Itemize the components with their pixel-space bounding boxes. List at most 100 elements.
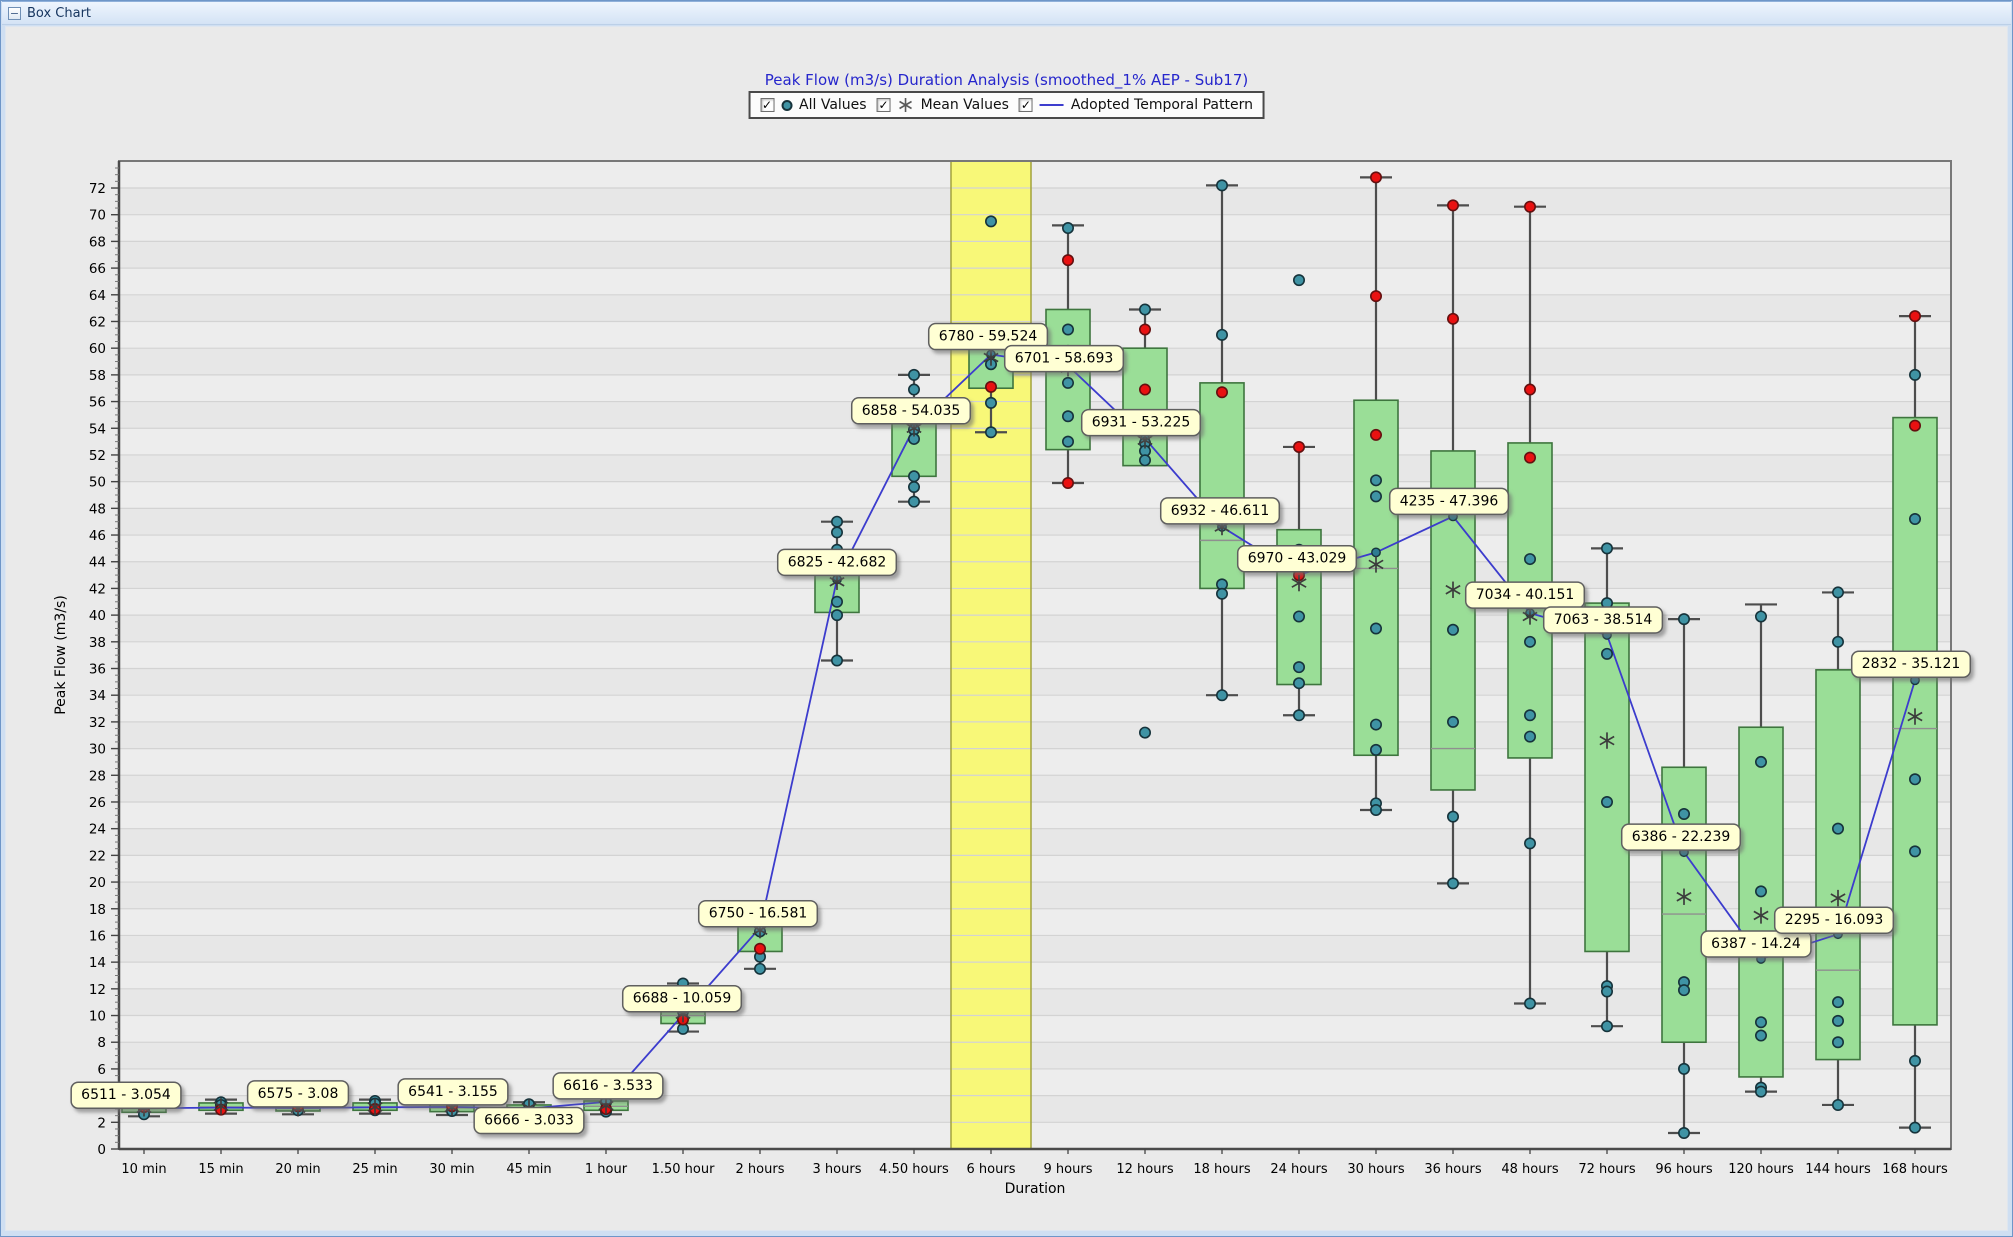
data-point (1524, 635, 1537, 648)
annotation-30-min: 6541 - 3.155 (397, 1078, 509, 1106)
svg-text:12: 12 (89, 982, 106, 998)
data-point (830, 595, 843, 608)
svg-text:6511 - 3.054: 6511 - 3.054 (81, 1087, 171, 1103)
x-tick-label: 10 min (121, 1162, 166, 1177)
critical-data-point (1062, 476, 1075, 489)
checkbox-mean-values[interactable]: ✓ (876, 98, 891, 112)
legend-label-all-values: All Values (799, 97, 867, 113)
box (1815, 669, 1861, 1061)
data-point (1678, 613, 1691, 626)
data-point (1370, 474, 1383, 487)
svg-text:6701 - 58.693: 6701 - 58.693 (1015, 351, 1114, 367)
data-point (1755, 610, 1768, 623)
box (1199, 382, 1245, 590)
collapse-icon[interactable]: − (8, 6, 21, 20)
data-point (907, 495, 920, 508)
svg-text:52: 52 (89, 448, 106, 464)
data-point (1139, 726, 1152, 739)
svg-text:24: 24 (89, 822, 106, 838)
x-axis: 10 min 15 min 20 min 25 min 30 min 45 min 1 ho… (121, 1149, 1948, 1177)
x-tick-label: 20 min (275, 1162, 320, 1177)
data-point (1370, 490, 1383, 503)
data-point (1909, 845, 1922, 858)
svg-text:40: 40 (89, 608, 106, 624)
box (1122, 347, 1168, 467)
points-6-hours (983, 215, 999, 439)
data-point (1909, 368, 1922, 381)
critical-data-point (1909, 310, 1922, 323)
svg-text:6616 - 3.533: 6616 - 3.533 (563, 1078, 653, 1094)
annotation-box (246, 1080, 350, 1108)
annotation-box (1620, 823, 1742, 851)
svg-text:6780 - 59.524: 6780 - 59.524 (939, 329, 1038, 345)
data-point (1139, 454, 1152, 467)
data-point (1062, 222, 1075, 235)
box-plot-30-hours (1353, 176, 1399, 812)
critical-data-point (1062, 254, 1075, 267)
critical-data-point (984, 380, 997, 393)
annotation-box (621, 984, 743, 1013)
data-point (1447, 810, 1460, 823)
data-point (753, 962, 766, 975)
critical-data-point (1524, 200, 1537, 213)
data-point (1755, 1029, 1768, 1042)
checkbox-adopted[interactable]: ✓ (1018, 98, 1033, 112)
chart-title: Peak Flow (m3/s) Duration Analysis (smoo… (764, 71, 1249, 89)
annotation-45-min: 6666 - 3.033 (473, 1106, 585, 1135)
svg-text:6: 6 (97, 1062, 106, 1078)
checkbox-all-values[interactable]: ✓ (760, 98, 775, 112)
svg-text:42: 42 (89, 581, 106, 597)
annotation-48-hours: 7034 - 40.151 (1464, 581, 1586, 609)
x-tick-label: 48 hours (1501, 1162, 1558, 1177)
box-plot-18-hours (1199, 184, 1245, 697)
svg-text:16: 16 (89, 928, 106, 944)
critical-data-point (1524, 383, 1537, 396)
x-tick-label: 1.50 hour (652, 1162, 716, 1177)
mean-marker (829, 573, 845, 590)
annotation-144-hours: 2295 - 16.093 (1773, 906, 1895, 934)
annotation-box (1464, 581, 1586, 609)
points-3-hours (829, 515, 845, 667)
critical-data-point (1370, 171, 1383, 184)
x-tick-label: 4.50 hours (879, 1162, 949, 1177)
data-point (1755, 755, 1768, 768)
x-tick-label: 120 hours (1728, 1162, 1794, 1177)
data-point (1062, 323, 1075, 336)
annotation-9-hours: 6701 - 58.693 (1003, 344, 1125, 373)
svg-text:6825 - 42.682: 6825 - 42.682 (788, 554, 887, 570)
points-15-min (213, 1096, 229, 1116)
svg-text:6858 - 54.035: 6858 - 54.035 (862, 403, 961, 419)
points-144-hours (1830, 586, 1846, 1111)
data-point (1293, 610, 1306, 623)
x-axis-title: Duration (1005, 1181, 1066, 1197)
svg-text:46: 46 (89, 528, 106, 544)
svg-text:28: 28 (89, 768, 106, 784)
critical-data-point (1370, 428, 1383, 441)
data-point (1062, 410, 1075, 423)
box (1584, 602, 1630, 953)
mean-marker (1522, 608, 1538, 625)
data-point (1293, 274, 1306, 287)
critical-data-point (1216, 386, 1229, 399)
annotation-20-min: 6575 - 3.08 (246, 1080, 350, 1108)
svg-text:68: 68 (89, 234, 106, 250)
data-point (1832, 586, 1845, 599)
points-4.50-hours (906, 368, 922, 508)
data-point (1370, 718, 1383, 731)
data-point (1524, 997, 1537, 1010)
mean-marker (1830, 889, 1846, 907)
svg-text:64: 64 (89, 288, 106, 304)
x-tick-label: 36 hours (1424, 1162, 1481, 1177)
data-point (1062, 435, 1075, 448)
asterisk-icon (899, 98, 912, 112)
y-axis: 0 2 46 8 10 12 14 16 18 20 22 24 26 28 30 32 34 36 38 40 42 4… (89, 167, 119, 1158)
x-tick-label: 30 min (429, 1162, 474, 1177)
data-point (830, 654, 843, 667)
annotation-36-hours: 4235 - 47.396 (1388, 487, 1510, 516)
data-point (1062, 376, 1075, 389)
x-tick-label: 9 hours (1044, 1162, 1093, 1177)
svg-text:38: 38 (89, 635, 106, 651)
data-point (1216, 587, 1229, 600)
data-point (1678, 1062, 1691, 1075)
mean-marker (1907, 708, 1923, 725)
